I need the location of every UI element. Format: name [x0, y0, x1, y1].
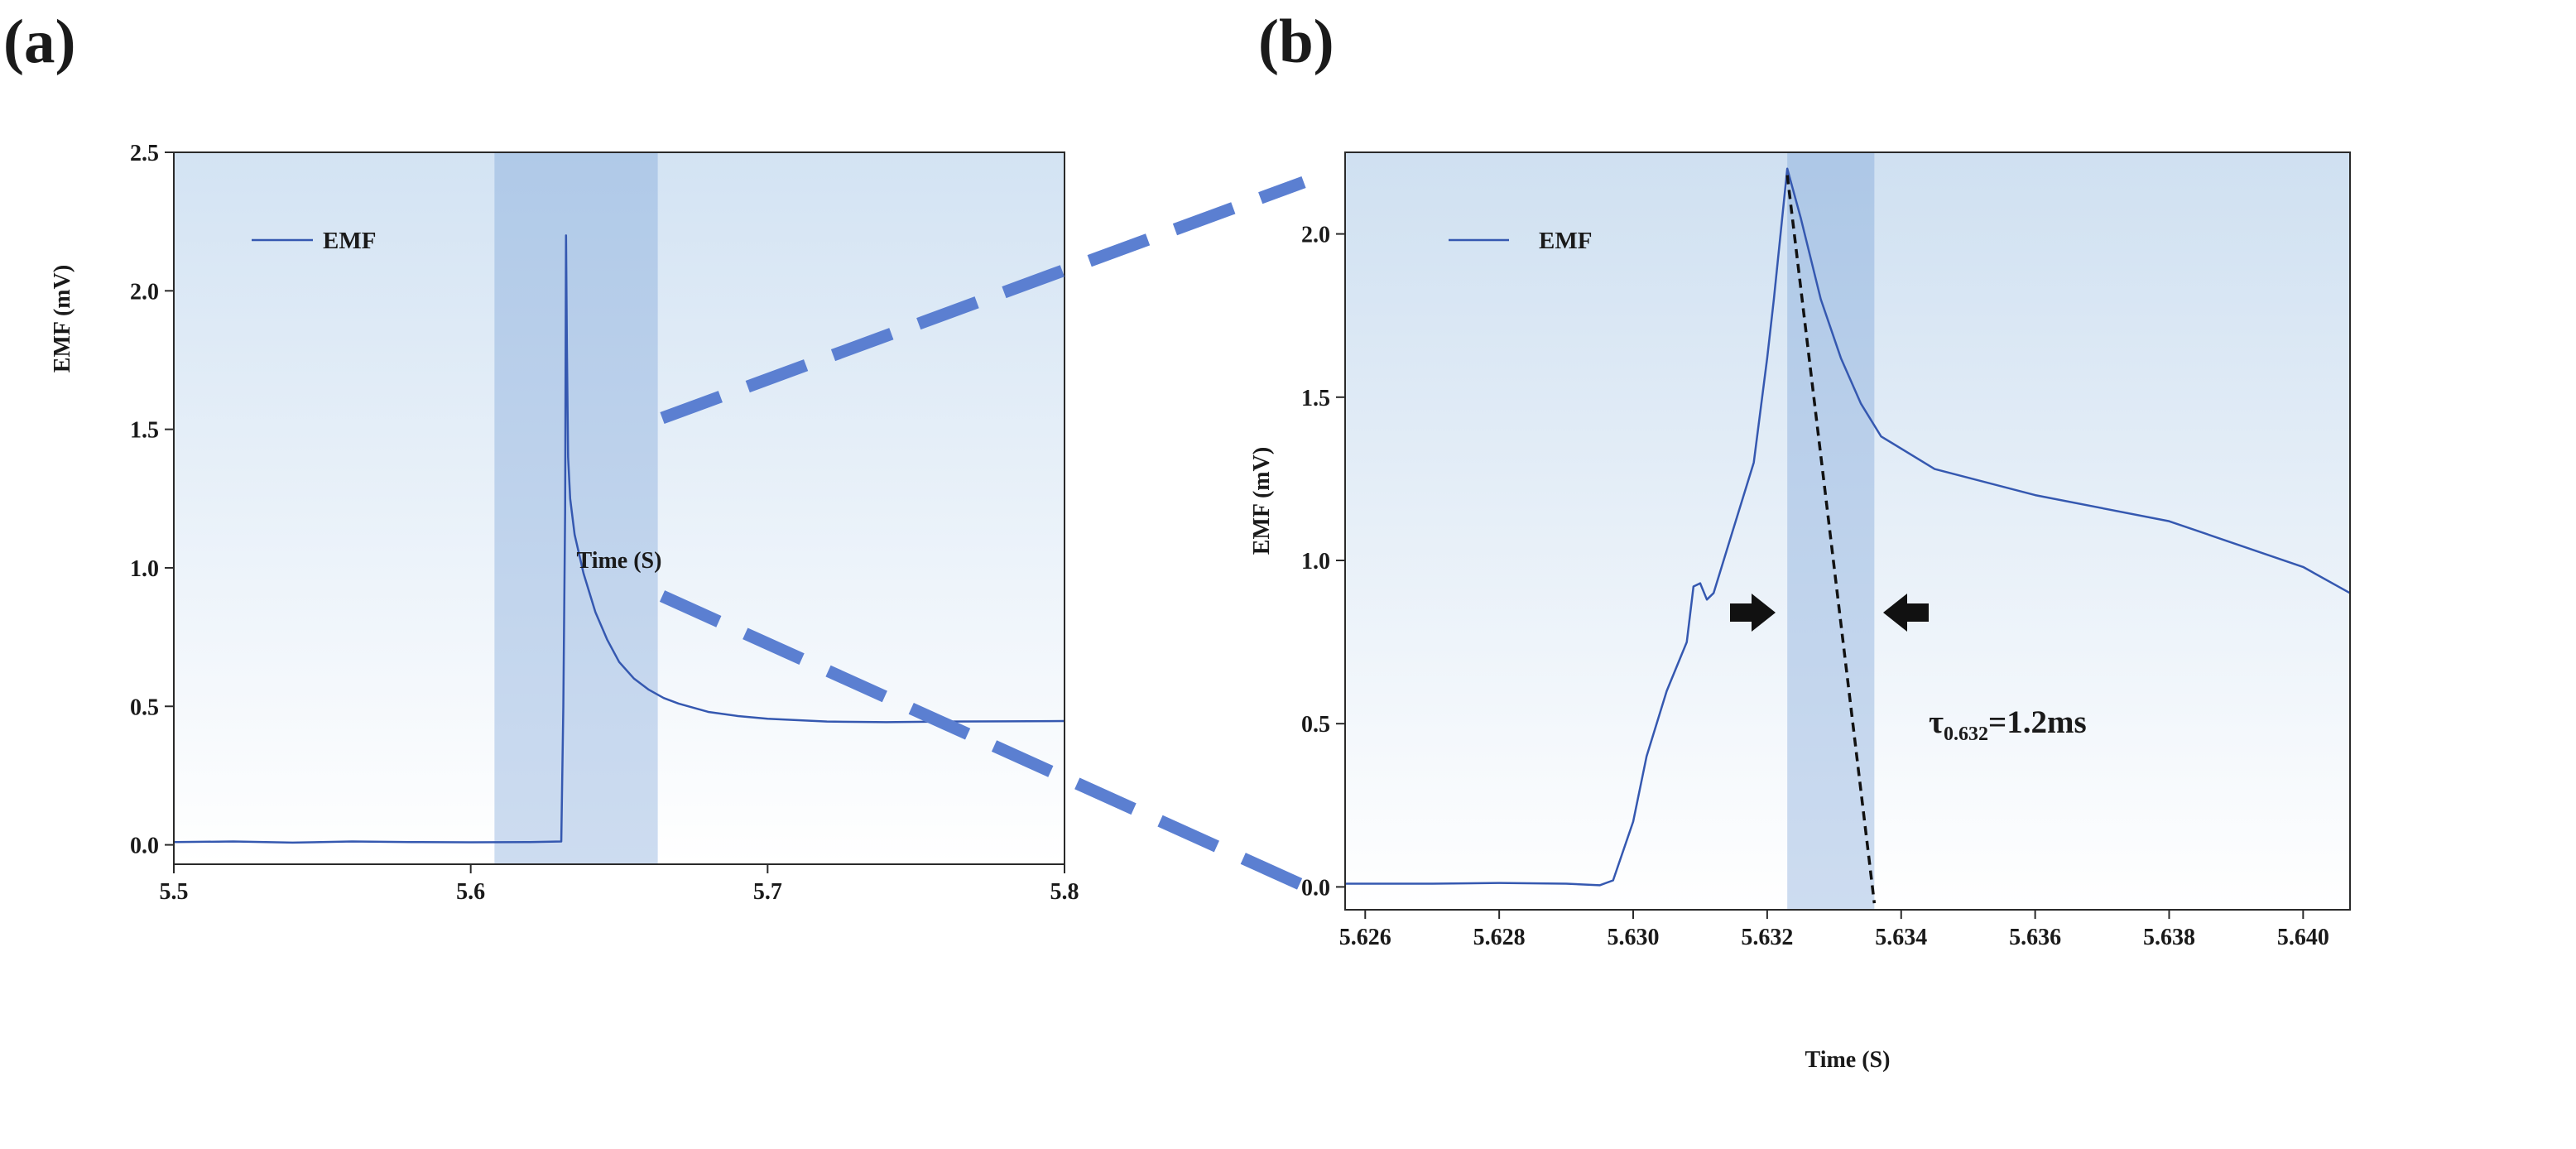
panel-b-label: (b) [1258, 7, 1334, 76]
panel-b-emf-series-line [1345, 167, 2351, 887]
panel-a-y-tick-label: 1.0 [130, 556, 159, 582]
panel-a-y-tick-label: 1.5 [130, 418, 159, 444]
panel-b-y-tick-label: 2.0 [1301, 223, 1330, 248]
panel-b-x-tick-label: 5.636 [2009, 925, 2061, 950]
panel-a: (a) 5.5 5.6 5.7 5.8 0.0 0.5 1.0 1.5 2.0 2.5 EMF (… [3, 7, 1079, 905]
panel-a-emf-series-line [173, 234, 1065, 844]
panel-b-legend: EMF [1449, 228, 1592, 254]
panel-a-x-tick-label: 5.8 [1050, 879, 1079, 905]
panel-b-x-tick-label: 5.638 [2143, 925, 2195, 950]
panel-a-y-tick-label: 2.0 [130, 279, 159, 305]
zoom-connectors [659, 175, 1307, 892]
panel-a-label: (a) [3, 7, 75, 76]
panel-b-axes-frame [1344, 151, 2351, 911]
panel-a-ylabel: EMF (mV) [50, 265, 75, 373]
panel-b-legend-label: EMF [1539, 228, 1592, 254]
panel-a-axes-frame [173, 151, 1065, 865]
tau-annotation: τ0.632=1.2ms [1929, 704, 2087, 745]
panel-b-x-tick-label: 5.630 [1608, 925, 1660, 950]
panel-a-y-tick-label: 2.5 [130, 141, 159, 166]
panel-b-x-tick-label: 5.632 [1741, 925, 1793, 950]
zoom-connector-upper [660, 175, 1306, 425]
panel-b-x-tick-label: 5.626 [1339, 925, 1391, 950]
arrow-left-pointing-right [1730, 594, 1776, 632]
panel-a-xlabel: Time (S) [577, 548, 662, 574]
panel-b-x-tick-label: 5.640 [2277, 925, 2329, 950]
panel-a-x-tick-label: 5.6 [456, 879, 485, 905]
panel-b-xlabel: Time (S) [1805, 1047, 1891, 1073]
panel-a-legend: EMF [252, 228, 376, 254]
arrow-right-icon [1730, 594, 1776, 632]
arrow-right-pointing-left [1883, 594, 1929, 632]
panel-a-x-tick-label: 5.5 [160, 879, 189, 905]
panel-b-plot-area [1345, 152, 2350, 910]
tau-value: =1.2ms [1988, 704, 2087, 740]
panel-a-plot-area [174, 152, 1065, 864]
panel-a-highlight-band [494, 152, 658, 864]
panel-a-y-tick-label: 0.5 [130, 695, 159, 720]
panel-b-x-tick-label: 5.634 [1875, 925, 1927, 950]
tau-subscript: 0.632 [1944, 724, 1988, 745]
zoom-connector-lower [659, 590, 1307, 892]
panel-b-y-tick-label: 1.5 [1301, 386, 1330, 411]
panel-b-y-tick-label: 0.5 [1301, 712, 1330, 738]
panel-a-y-tick-label: 0.0 [130, 834, 159, 859]
panel-b-y-tick-label: 0.0 [1301, 875, 1330, 901]
arrow-left-icon [1883, 594, 1929, 632]
panel-b-y-tick-label: 1.0 [1301, 549, 1330, 574]
panel-a-legend-label: EMF [323, 228, 376, 254]
panel-a-x-tick-label: 5.7 [753, 879, 782, 905]
panel-b: (b) 5.626 5.628 5.630 5.632 5.634 5.636 5.638 5… [1249, 7, 2351, 1073]
panel-b-ylabel: EMF (mV) [1249, 447, 1275, 555]
panel-b-x-tick-label: 5.628 [1473, 925, 1526, 950]
panel-b-fit-line [1785, 175, 1877, 904]
tau-symbol: τ [1929, 704, 1944, 740]
